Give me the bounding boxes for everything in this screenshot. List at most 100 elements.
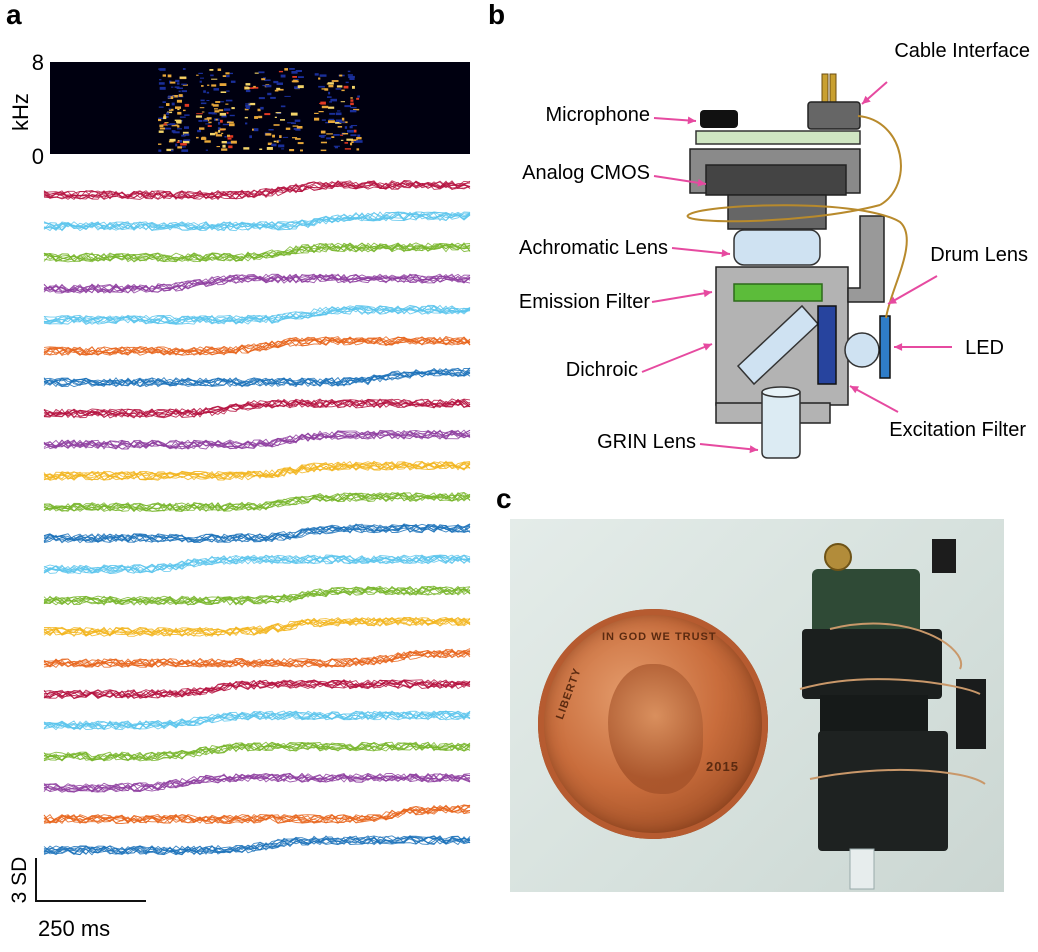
trace-line (43, 305, 471, 325)
trace-line (43, 554, 471, 574)
spectrogram-cell (181, 90, 187, 93)
spectrogram-cell (226, 75, 230, 78)
trace-line (43, 180, 471, 200)
trace-row (43, 554, 471, 575)
spectrogram-cell (254, 116, 258, 119)
spectrogram-cell (341, 89, 345, 92)
spectrogram-cell (199, 107, 205, 109)
label-arrow-head (697, 178, 706, 187)
spectrogram-cell (329, 101, 332, 103)
spectrogram-cell (292, 137, 298, 139)
spectrogram-cell (265, 84, 270, 86)
trace-line (43, 336, 471, 356)
trace-line (43, 585, 471, 606)
trace-line (43, 367, 471, 387)
spectrogram-cell (267, 142, 273, 145)
spectrogram-cell (184, 126, 189, 129)
label-arrow-line (699, 443, 759, 451)
trace-line (43, 523, 471, 544)
spectrogram-cell (159, 68, 166, 71)
spectrogram-cell (319, 74, 327, 77)
spectrogram-cell (344, 142, 348, 144)
trace-line (43, 617, 471, 637)
spectrogram-cell (200, 77, 204, 79)
trace-line (43, 772, 471, 793)
spectrogram-cell (340, 101, 345, 103)
spectrogram-cell (290, 112, 298, 116)
spectrogram-cell (206, 100, 210, 101)
led-board (879, 315, 891, 379)
spectrogram-cell (203, 90, 206, 93)
spectrogram-cell (227, 137, 232, 140)
spectrogram-cell (206, 91, 210, 94)
label-drum-lens: Drum Lens (930, 244, 1028, 266)
spectrogram-cell (292, 76, 297, 78)
spectrogram-cell (158, 130, 164, 133)
spectrogram-cell (196, 136, 199, 139)
spectrogram-cell (210, 74, 214, 77)
spectrogram-cell (169, 108, 174, 111)
spectrogram-cell (275, 112, 282, 114)
spectrogram-cell (350, 134, 357, 137)
spectrogram-cell (263, 77, 266, 79)
coin-year-text: 2015 (706, 759, 739, 774)
spectrogram-cell (347, 70, 351, 73)
spectrogram-cell (226, 90, 230, 92)
spectrogram-cell (337, 110, 341, 112)
spectrogram-cell (295, 138, 301, 140)
spectrogram-cell (170, 81, 176, 84)
spectrogram-cell (175, 143, 178, 147)
device-pcb (812, 569, 920, 639)
spectrogram-cell (197, 129, 201, 133)
trace-line (43, 523, 471, 543)
spectrogram-cell (277, 139, 281, 142)
trace-line (43, 806, 471, 824)
label-arrow-head (721, 249, 730, 258)
spectrogram-cell (295, 128, 301, 131)
connector-pin (821, 73, 829, 105)
spectrogram-cell (207, 84, 210, 86)
spectrogram-cell (164, 127, 172, 130)
coin-top-text: IN GOD WE TRUST (602, 631, 717, 643)
spectrogram-cell (274, 89, 279, 92)
trace-line (43, 741, 471, 762)
spectrogram-cell (244, 108, 249, 111)
scale-bar (35, 858, 146, 902)
spectrogram-cell (297, 76, 304, 78)
spectrogram-cell (174, 119, 181, 122)
spectrogram-cell (162, 74, 166, 77)
trace-line (43, 429, 471, 450)
spectrogram-cell (350, 102, 354, 106)
spectrogram-cell (345, 81, 349, 84)
spectrogram-cell (219, 112, 226, 116)
spectrogram-cell (347, 74, 353, 76)
spectrogram-cell (248, 102, 256, 106)
spectrogram-cell (222, 123, 230, 126)
spectrogram-cell (321, 119, 326, 121)
panel-c-letter: c (496, 483, 512, 514)
scalebar-horizontal-label: 250 ms (38, 916, 110, 941)
spectrogram-cell (352, 85, 355, 89)
cmos-sensor (705, 164, 847, 196)
spectrogram-cell (208, 121, 212, 124)
trace-line (43, 650, 471, 668)
spectrogram-cell (351, 141, 354, 143)
spectrogram-cell (222, 144, 226, 148)
label-arrow-head (749, 445, 758, 454)
spectrogram-cell (295, 70, 302, 72)
spectrogram-cell (173, 131, 180, 134)
spectrogram-cell (199, 80, 202, 83)
spectrogram-cell (214, 131, 218, 135)
spectrogram-cell (276, 140, 279, 143)
spectrogram-cell (271, 143, 277, 147)
trace-line (43, 242, 471, 263)
spectrogram-cell (177, 125, 180, 128)
trace-line (43, 554, 471, 574)
spectrogram-cell (335, 88, 342, 90)
spectrogram-cell (181, 134, 185, 137)
spectrogram-cell (340, 134, 344, 136)
label-arrow-line (641, 343, 713, 373)
trace-row (43, 304, 471, 325)
spectrogram-cell (328, 120, 335, 123)
spectrogram-cell (200, 99, 205, 102)
